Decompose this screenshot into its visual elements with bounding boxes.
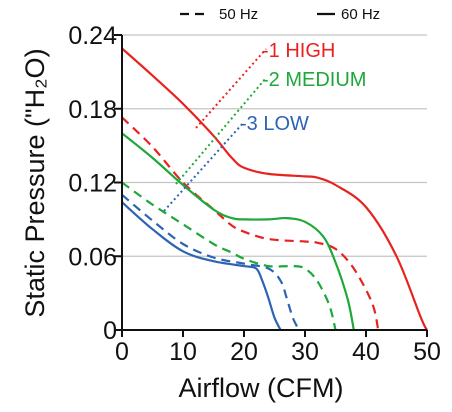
leader-line-low — [163, 121, 245, 212]
x-tick-label-5: 50 — [413, 338, 441, 366]
series-label-medium: -2 MEDIUM — [262, 69, 366, 91]
series-low-60hz-line — [121, 201, 282, 331]
series-medium-60hz-line — [121, 132, 355, 331]
leader-line-medium — [175, 77, 267, 185]
y-tick-label-1: 0.06 — [68, 243, 117, 271]
legend: 50 Hz 60 Hz — [180, 6, 380, 23]
series-high-50hz-line — [121, 116, 380, 331]
y-tick-label-2: 0.12 — [68, 170, 117, 198]
series-low-50hz-line — [121, 193, 300, 331]
x-tick-label-0: 0 — [115, 338, 129, 366]
leader-lines — [163, 48, 267, 212]
y-tick-label-0: 0 — [103, 317, 117, 345]
grid-layer — [122, 34, 427, 257]
y-axis-title: Static Pressure ("H₂O) — [20, 48, 50, 317]
series-medium-50hz-line — [121, 181, 337, 331]
x-tick-label-3: 30 — [291, 338, 319, 366]
series-label-low: -3 LOW — [240, 113, 309, 135]
legend-label-0: 50 Hz — [219, 6, 258, 23]
series-labels: -1 HIGH -2 MEDIUM -3 LOW — [240, 40, 366, 135]
x-tick-label-2: 20 — [230, 338, 258, 366]
x-axis-title: Airflow (CFM) — [179, 373, 344, 403]
legend-label-1: 60 Hz — [341, 6, 380, 23]
tick-labels: 0 0.06 0.12 0.18 0.24 0 10 20 30 40 50 — [68, 22, 441, 366]
x-tick-label-4: 40 — [352, 338, 380, 366]
axes-layer — [114, 34, 428, 337]
x-tick-label-1: 10 — [169, 338, 197, 366]
y-tick-label-4: 0.24 — [68, 22, 117, 50]
y-tick-label-3: 0.18 — [68, 96, 117, 124]
series-high-60hz-line — [121, 47, 428, 331]
series-layer — [121, 47, 428, 331]
series-label-high: -1 HIGH — [262, 40, 335, 62]
